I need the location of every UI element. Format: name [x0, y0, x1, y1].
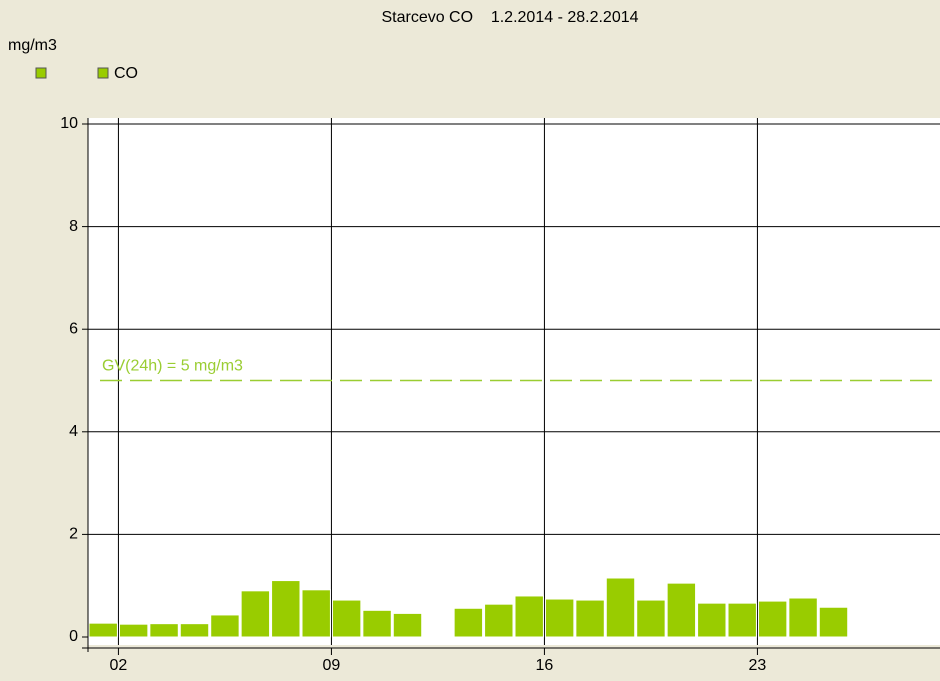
x-tick-label: 23: [749, 657, 767, 674]
bar: [179, 623, 210, 638]
bar: [788, 597, 818, 638]
bar: [757, 600, 788, 638]
y-tick-label: 2: [69, 526, 78, 543]
bar: [331, 599, 362, 638]
bar: [666, 582, 697, 638]
legend-label: CO: [114, 65, 138, 82]
y-tick-label: 0: [69, 628, 78, 645]
bar: [636, 599, 666, 638]
legend-swatch-blank: [35, 67, 47, 79]
legend-swatch: [97, 67, 109, 79]
bar: [544, 598, 575, 638]
bar: [271, 580, 301, 638]
bar: [301, 589, 331, 638]
bar: [605, 577, 636, 638]
x-tick-label: 09: [323, 657, 341, 674]
y-tick-label: 8: [69, 218, 78, 235]
bar: [118, 623, 149, 638]
bar: [88, 622, 118, 638]
x-tick-label: 02: [110, 657, 128, 674]
bar: [210, 614, 240, 638]
y-tick-label: 4: [69, 423, 78, 440]
bar: [818, 606, 849, 638]
chart-title: Starcevo CO 1.2.2014 - 28.2.2014: [381, 9, 638, 26]
plot-area: [88, 118, 940, 645]
bar: [453, 607, 484, 638]
y-tick-label: 6: [69, 320, 78, 337]
bar: [697, 602, 727, 638]
y-tick-label: 10: [60, 115, 78, 132]
y-axis-label: mg/m3: [8, 37, 57, 54]
x-tick-label: 16: [536, 657, 554, 674]
bar: [727, 602, 757, 638]
bar: [240, 590, 271, 638]
bar: [362, 609, 392, 638]
reference-label: GV(24h) = 5 mg/m3: [102, 358, 243, 375]
bar: [484, 603, 514, 638]
bar: [575, 599, 605, 638]
bar: [149, 623, 179, 638]
bar: [392, 612, 423, 638]
bar: [514, 595, 544, 638]
